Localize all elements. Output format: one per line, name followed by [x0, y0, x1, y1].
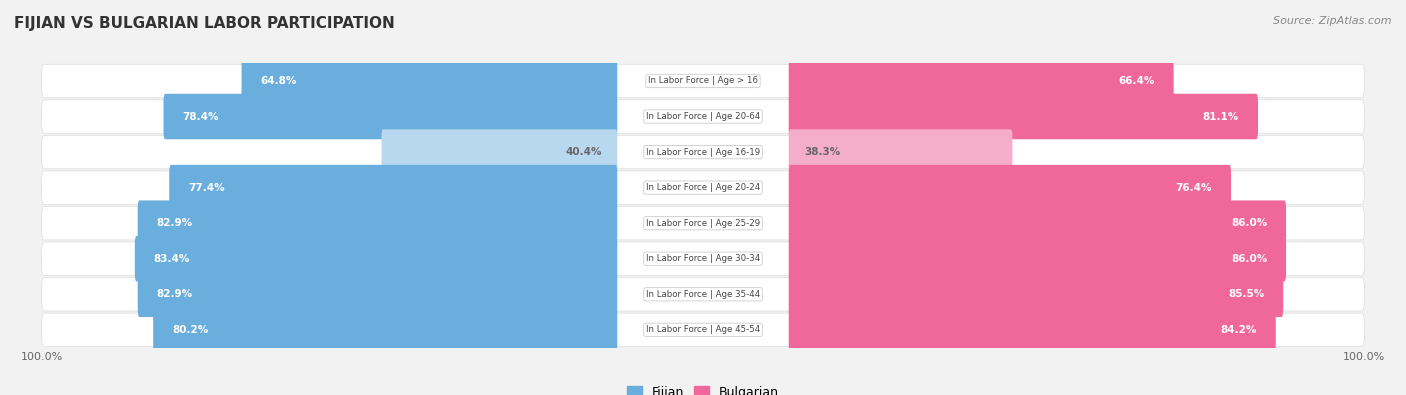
FancyBboxPatch shape: [135, 236, 617, 282]
Text: 84.2%: 84.2%: [1220, 325, 1257, 335]
FancyBboxPatch shape: [42, 313, 1364, 346]
Text: 85.5%: 85.5%: [1227, 289, 1264, 299]
FancyBboxPatch shape: [789, 307, 1275, 353]
Text: 38.3%: 38.3%: [804, 147, 841, 157]
FancyBboxPatch shape: [153, 307, 617, 353]
Text: 77.4%: 77.4%: [188, 182, 225, 193]
Text: 76.4%: 76.4%: [1175, 182, 1212, 193]
Text: In Labor Force | Age 30-34: In Labor Force | Age 30-34: [645, 254, 761, 263]
FancyBboxPatch shape: [789, 58, 1174, 104]
FancyBboxPatch shape: [42, 242, 1364, 275]
Text: Source: ZipAtlas.com: Source: ZipAtlas.com: [1274, 16, 1392, 26]
Text: 40.4%: 40.4%: [565, 147, 602, 157]
Text: In Labor Force | Age 20-24: In Labor Force | Age 20-24: [645, 183, 761, 192]
FancyBboxPatch shape: [789, 94, 1258, 139]
FancyBboxPatch shape: [42, 135, 1364, 169]
FancyBboxPatch shape: [138, 200, 617, 246]
Text: 66.4%: 66.4%: [1118, 76, 1154, 86]
FancyBboxPatch shape: [42, 207, 1364, 240]
Text: In Labor Force | Age > 16: In Labor Force | Age > 16: [648, 77, 758, 85]
Text: In Labor Force | Age 25-29: In Labor Force | Age 25-29: [645, 219, 761, 228]
FancyBboxPatch shape: [42, 171, 1364, 204]
Text: FIJIAN VS BULGARIAN LABOR PARTICIPATION: FIJIAN VS BULGARIAN LABOR PARTICIPATION: [14, 16, 395, 31]
FancyBboxPatch shape: [789, 129, 1012, 175]
Text: 83.4%: 83.4%: [153, 254, 190, 264]
Text: 80.2%: 80.2%: [172, 325, 208, 335]
Text: 82.9%: 82.9%: [156, 218, 193, 228]
FancyBboxPatch shape: [242, 58, 617, 104]
FancyBboxPatch shape: [163, 94, 617, 139]
FancyBboxPatch shape: [42, 64, 1364, 98]
FancyBboxPatch shape: [789, 236, 1286, 282]
FancyBboxPatch shape: [42, 278, 1364, 311]
FancyBboxPatch shape: [381, 129, 617, 175]
Text: 82.9%: 82.9%: [156, 289, 193, 299]
Text: In Labor Force | Age 35-44: In Labor Force | Age 35-44: [645, 290, 761, 299]
Legend: Fijian, Bulgarian: Fijian, Bulgarian: [621, 381, 785, 395]
FancyBboxPatch shape: [789, 165, 1232, 211]
Text: In Labor Force | Age 45-54: In Labor Force | Age 45-54: [645, 325, 761, 334]
FancyBboxPatch shape: [138, 271, 617, 317]
FancyBboxPatch shape: [42, 100, 1364, 133]
Text: In Labor Force | Age 16-19: In Labor Force | Age 16-19: [645, 148, 761, 156]
Text: 78.4%: 78.4%: [183, 111, 219, 122]
FancyBboxPatch shape: [789, 271, 1284, 317]
Text: 81.1%: 81.1%: [1204, 111, 1239, 122]
FancyBboxPatch shape: [169, 165, 617, 211]
FancyBboxPatch shape: [789, 200, 1286, 246]
Text: In Labor Force | Age 20-64: In Labor Force | Age 20-64: [645, 112, 761, 121]
Text: 86.0%: 86.0%: [1230, 218, 1267, 228]
Text: 64.8%: 64.8%: [260, 76, 297, 86]
Text: 86.0%: 86.0%: [1230, 254, 1267, 264]
